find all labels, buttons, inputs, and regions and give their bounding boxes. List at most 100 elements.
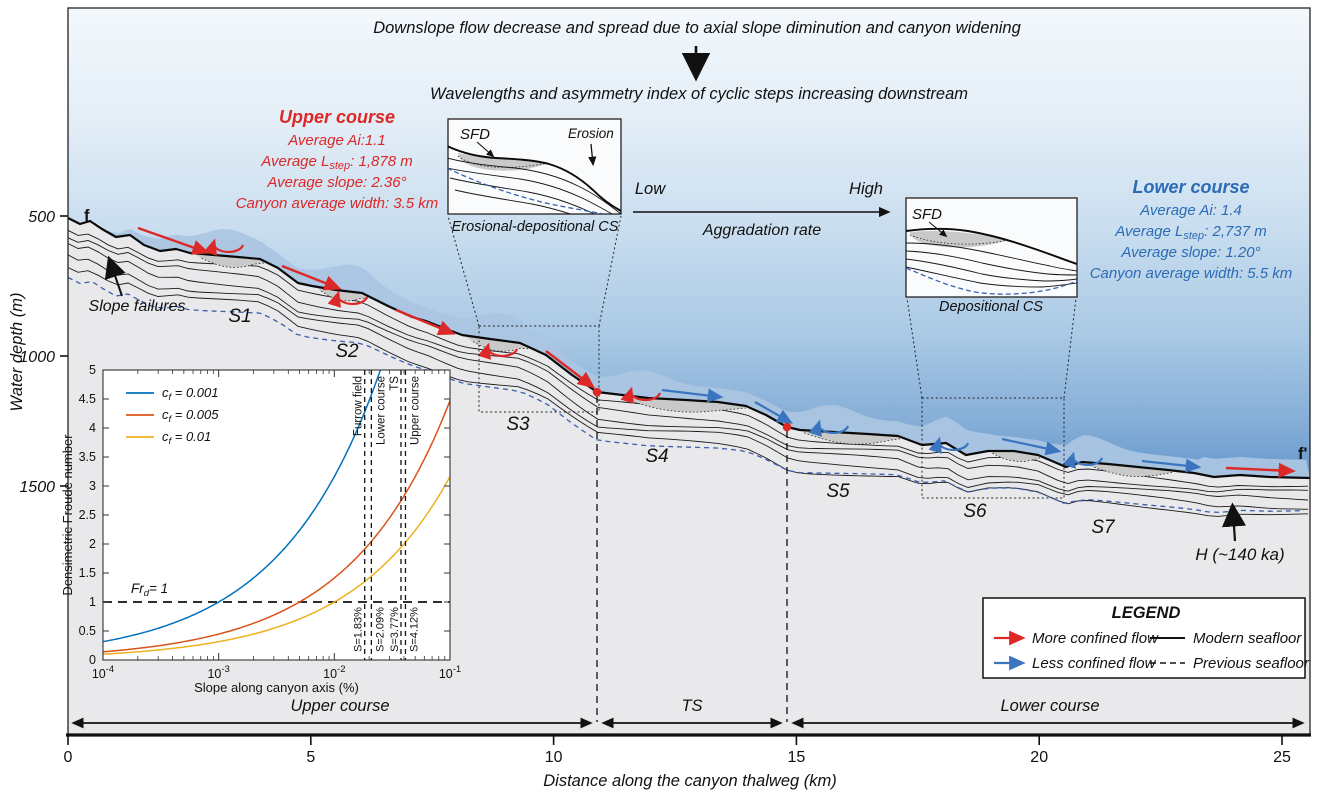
slope-marker-name: Furrow field [353,376,365,436]
svg-text:15: 15 [788,749,806,766]
chart-xlabel: Slope along canyon axis (%) [194,680,359,695]
zoom-box-depositional [921,397,1065,499]
blue-flow-arrow [661,388,724,403]
slope-marker-value: S=3.77% [389,607,401,652]
legend-modern-seafloor: Modern seafloor [1193,630,1302,647]
lower-width: Canyon average width: 5.5 km [1090,265,1293,282]
blue-flow-arrow [1141,458,1202,473]
previous-seafloor-line [448,167,609,214]
chart-curve [102,476,451,655]
legend-more-confined: More confined flow [1032,630,1159,647]
chart-curve [102,369,382,643]
turbidity-flow-band [100,227,1310,478]
slope-marker-name: Lower course [375,376,387,445]
chart-ylabel: Densimetric Froude number [60,434,75,596]
inset-a-erosion-label: Erosion [568,126,614,141]
red-flow-arrow [545,350,596,389]
legend-title: LEGEND [1112,604,1181,622]
modern-seafloor-line [906,227,1077,265]
previous-seafloor-line [67,276,1305,514]
step-label-s1: S1 [228,306,251,327]
step-labels: S1 S2 S3 S4 S5 S6 S7 [228,306,1116,538]
chart-ytick: 4 [89,421,96,435]
strat-line [67,243,1309,501]
aggradation-low-label: Low [635,180,666,198]
previous-seafloor-line [906,267,1077,295]
slope-marker-name: Upper course [409,376,421,445]
chart-xtick: 10-3 [207,664,229,681]
top-annotation-2: Wavelengths and asymmetry index of cycli… [430,85,968,103]
chart-curve [102,400,451,653]
sfd-lens [196,254,264,268]
svg-text:5: 5 [306,749,315,766]
erosion-pointer-icon [588,143,597,167]
svg-text:0: 0 [64,749,73,766]
step-label-s3: S3 [506,414,530,435]
inset-depositional: SFD Depositional CS [905,197,1078,315]
chart-ytick: 5 [89,363,96,377]
chart-ytick: 1 [89,595,96,609]
sfd-lens [1086,463,1172,477]
knickpoint-dot [782,422,792,432]
aggradation-rate-label: Aggradation rate [702,222,821,239]
chart-xtick: 10-1 [439,664,461,681]
zoom-connectors [447,215,1077,499]
slope-marker-value: S=4.12% [408,607,420,652]
legend-less-confined: Less confined flow [1032,655,1157,672]
sfd-lens-base-line [1091,466,1173,478]
course-label-lower: Lower course [1000,697,1099,715]
lower-course-stats: Lower course Average Ai: 1.4 Average Lst… [1090,177,1293,282]
top-annotation-1: Downslope flow decrease and spread due t… [373,19,1021,37]
upper-lstep: Average Lstep: 1,878 m [260,153,412,172]
step-label-s5: S5 [826,481,850,502]
chart-legend-label: cf = 0.01 [162,429,211,447]
zoom-box-erosional [478,325,600,413]
sfd-lens-base-line [991,452,1041,463]
froude-one-label: Frd= 1 [131,581,168,599]
slope-marker-value: S=2.09% [374,607,386,652]
lower-lstep: Average Lstep: 2,737 m [1114,223,1266,242]
lower-ai: Average Ai: 1.4 [1139,202,1242,219]
strat-line [67,254,1309,510]
lower-slope: Average slope: 1.20° [1120,244,1260,261]
sfd-pointer-icon [928,221,948,238]
h-horizon-label: H (~140 ka) [1195,545,1284,564]
depth-axis: 500 1000 1500 Water depth (m) [8,209,68,496]
step-label-s6: S6 [963,501,987,522]
slope-marker-name: TS [389,376,401,391]
slope-failures-arrow-icon [104,255,126,297]
profile-start-label: f [84,207,90,225]
chart-ytick: 0.5 [79,624,96,638]
strat-line [67,267,1309,517]
strat-line [67,237,1309,493]
sfd-lens-base-line [803,432,901,445]
distance-axis: Upper course TS Lower course 0 5 10 15 2… [64,697,1311,790]
slope-marker-value: S=1.83% [353,607,365,652]
h-horizon-arrow-icon [1221,502,1247,542]
aggradation-high-label: High [849,180,883,198]
svg-text:10: 10 [545,749,563,766]
chart-ytick: 2.5 [79,508,96,522]
modern-seafloor-line [448,145,621,212]
red-flow-arrow [1225,462,1296,479]
sfd-pointer-icon [476,141,495,158]
legend-previous-seafloor: Previous seafloor [1193,655,1310,672]
blue-flow-arrow [1001,437,1062,456]
upper-ai: Average Ai:1.1 [287,132,386,149]
chart-legend-label: cf = 0.001 [162,385,219,403]
upper-course-stats: Upper course Average Ai:1.1 Average Lste… [236,107,439,212]
slope-failures-label: Slope failures [89,298,186,315]
flow-eddy-icon [620,386,662,404]
chart-ytick: 3.5 [79,450,96,464]
course-label-ts: TS [681,697,702,715]
inset-b-caption: Depositional CS [939,299,1043,315]
profile-end-label: f' [1298,445,1307,463]
depth-tick-1000: 1000 [19,349,55,366]
depth-tick-1500: 1500 [19,479,55,496]
chart-xtick: 10-4 [92,664,114,681]
flow-eddy-icon [1062,451,1104,469]
red-flow-arrow [137,226,210,255]
knickpoint-dot [592,387,602,397]
depth-axis-title: Water depth (m) [8,293,26,412]
